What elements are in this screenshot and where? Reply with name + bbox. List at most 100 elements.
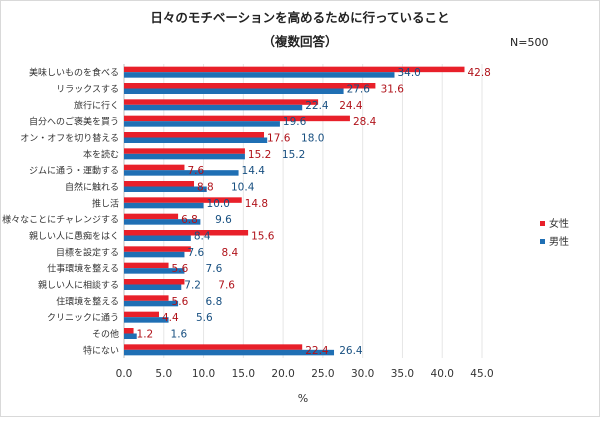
data-label: 34.0 — [397, 67, 420, 79]
data-label: 18.0 — [301, 133, 324, 145]
x-tick-label: 30.0 — [351, 368, 374, 380]
category-label: 親しい人に愚痴をはく — [29, 230, 119, 242]
bar-male — [124, 202, 204, 209]
bar-male — [124, 137, 268, 143]
category-label: 住環境を整える — [56, 295, 119, 307]
bar-male — [124, 170, 239, 176]
category-label: 目標を設定する — [56, 246, 119, 258]
bar-male — [124, 333, 137, 339]
x-tick-label: 35.0 — [391, 368, 414, 380]
bar-male — [124, 284, 182, 290]
category-label: 様々なことにチャレンジする — [2, 214, 119, 226]
category-label: クリニックに通う — [47, 313, 119, 324]
data-label: 27.6 — [347, 84, 371, 96]
x-tick-label: 5.0 — [155, 368, 172, 380]
data-label: 6.8 — [206, 296, 223, 308]
bar-female — [124, 262, 169, 269]
x-tick-label: 15.0 — [232, 368, 255, 380]
x-tick-label: 0.0 — [116, 368, 133, 380]
x-tick-label: 40.0 — [431, 368, 454, 380]
x-tick-label: 45.0 — [470, 368, 493, 380]
data-label: 28.4 — [353, 116, 377, 128]
bar-male — [124, 251, 185, 258]
x-axis-label: % — [298, 392, 308, 405]
bar-female — [124, 246, 191, 252]
data-label: 1.6 — [171, 329, 188, 341]
chart-title: 日々のモチベーションを高めるために行っていること — [150, 10, 449, 25]
data-label: 8.4 — [221, 247, 238, 259]
legend-label: 男性 — [549, 235, 569, 248]
data-label: 10.4 — [231, 182, 255, 194]
bar-male — [124, 268, 185, 274]
data-label: 4.4 — [162, 312, 179, 324]
data-label: 26.4 — [339, 345, 363, 357]
bar-male — [124, 153, 245, 160]
bar-male — [124, 349, 335, 356]
data-label: 5.6 — [172, 263, 189, 275]
legend-swatch — [540, 239, 545, 244]
bar-male — [124, 300, 179, 307]
data-label: 15.6 — [251, 231, 275, 243]
bar-male — [124, 317, 169, 323]
data-label: 15.2 — [282, 149, 305, 161]
data-label: 9.6 — [215, 214, 232, 226]
bar-female — [124, 181, 195, 187]
data-label: 1.2 — [137, 329, 154, 341]
data-label: 22.4 — [305, 345, 329, 357]
category-label: 親しい人に相談する — [38, 279, 119, 291]
bar-male — [124, 235, 191, 241]
bar-female — [124, 132, 265, 138]
bar-female — [124, 99, 319, 105]
sample-size-note: N=500 — [510, 36, 548, 49]
data-label: 5.6 — [196, 312, 213, 324]
category-label: 旅行に行く — [74, 99, 119, 111]
legend-label: 女性 — [549, 217, 569, 230]
x-tick-label: 10.0 — [192, 368, 215, 380]
data-label: 14.8 — [245, 198, 268, 210]
bar-male — [124, 88, 344, 94]
bar-female — [124, 148, 245, 154]
data-label: 6.8 — [181, 214, 198, 226]
data-label: 31.6 — [381, 84, 405, 96]
data-label: 5.6 — [172, 296, 189, 308]
bar-female — [124, 83, 376, 89]
category-label: 推し活 — [92, 197, 119, 209]
category-label: ジムに通う・運動する — [29, 166, 119, 177]
x-tick-label: 25.0 — [311, 368, 334, 380]
data-label: 10.0 — [207, 198, 230, 210]
bar-female — [124, 197, 242, 203]
data-label: 8.4 — [194, 231, 211, 243]
chart-subtitle: （複数回答） — [262, 34, 337, 49]
bar-female — [124, 311, 160, 318]
bar-male — [124, 104, 303, 111]
data-label: 19.6 — [283, 116, 307, 128]
data-label: 24.4 — [339, 100, 363, 112]
bar-male — [124, 219, 201, 225]
category-label: 美味しいものを食べる — [29, 67, 119, 79]
category-label: 本を読む — [83, 148, 119, 160]
legend-swatch — [540, 221, 545, 226]
bar-female — [124, 115, 350, 122]
data-label: 42.8 — [467, 67, 490, 79]
data-label: 15.2 — [248, 149, 271, 161]
data-label: 14.4 — [242, 165, 266, 177]
data-label: 7.6 — [187, 165, 204, 177]
category-label: オン・オフを切り替える — [20, 132, 119, 144]
bar-female — [124, 279, 185, 285]
bar-male — [124, 186, 207, 192]
bar-male — [124, 72, 395, 78]
data-label: 7.2 — [184, 280, 201, 292]
bar-female — [124, 344, 303, 350]
data-label: 22.4 — [305, 100, 329, 112]
bar-female — [124, 164, 185, 171]
category-label: 特にない — [83, 344, 119, 356]
category-label: その他 — [92, 328, 119, 340]
data-label: 7.6 — [187, 247, 204, 259]
data-label: 17.6 — [267, 133, 291, 145]
bar-female — [124, 295, 169, 301]
x-tick-label: 20.0 — [271, 368, 294, 380]
data-label: 7.6 — [206, 263, 223, 275]
data-label: 8.8 — [197, 182, 214, 194]
